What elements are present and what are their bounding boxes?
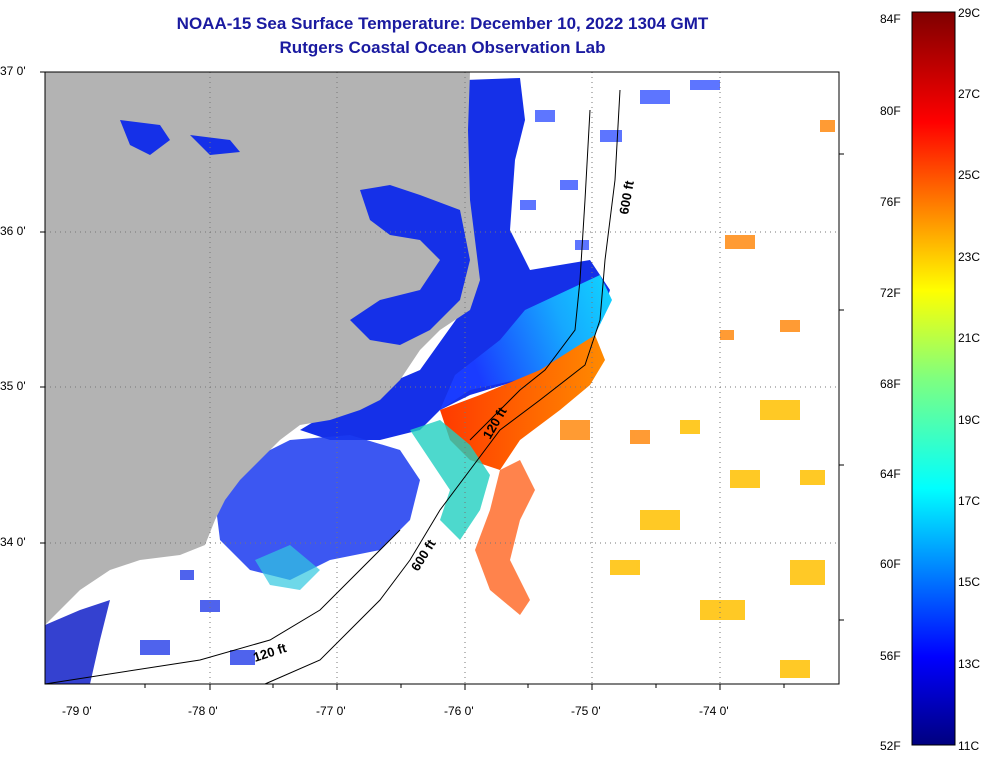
colorbar-c-15: 15C	[958, 575, 981, 589]
colorbar-c-17: 17C	[958, 494, 981, 508]
colorbar-c-27: 27C	[958, 87, 981, 101]
southwest-cold-water	[45, 600, 110, 684]
southern-cold-patches	[215, 435, 420, 580]
lat-label-36: 36 0'	[0, 224, 26, 238]
lon-label-75: -75 0'	[571, 704, 601, 718]
colorbar-c-29: 29C	[958, 6, 981, 20]
colorbar-f-80: 80F	[880, 104, 901, 118]
offshore-warm-speckles	[610, 400, 825, 678]
isobath-contours	[44, 89, 621, 685]
lon-label-76: -76 0'	[444, 704, 474, 718]
colorbar-c-23: 23C	[958, 250, 981, 264]
map-border	[44, 71, 840, 685]
colorbar-c-13: 13C	[958, 657, 981, 671]
inlet-small	[190, 135, 240, 155]
colorbar-f-64: 64F	[880, 467, 901, 481]
colorbar-f-68: 68F	[880, 377, 901, 391]
colorbar-c-21: 21C	[958, 331, 981, 345]
lon-label-74: -74 0'	[699, 704, 729, 718]
pamlico-sound	[350, 185, 470, 345]
frontal-band	[410, 420, 490, 540]
page-title: NOAA-15 Sea Surface Temperature: Decembe…	[176, 14, 709, 33]
colorbar-f-72: 72F	[880, 286, 901, 300]
lat-label-35: 35 0'	[0, 379, 26, 393]
lat-lon-grid	[45, 72, 839, 684]
offshore-orange-speckles	[560, 120, 835, 444]
colorbar	[911, 11, 956, 746]
albemarle-sound	[120, 120, 170, 155]
shelf-water	[440, 275, 612, 410]
lon-label-77: -77 0'	[316, 704, 346, 718]
page-subtitle: Rutgers Coastal Ocean Observation Lab	[279, 38, 606, 57]
southwest-speckles	[140, 570, 255, 665]
colorbar-f-84: 84F	[880, 12, 901, 26]
colorbar-c-25: 25C	[958, 168, 981, 182]
lat-label-34: 34 0'	[0, 535, 26, 549]
gulf-stream-warm	[440, 335, 605, 470]
colorbar-f-52: 52F	[880, 739, 901, 753]
lat-label-37: 37 0'	[0, 64, 26, 78]
lon-label-79: -79 0'	[62, 704, 92, 718]
colorbar-f-60: 60F	[880, 557, 901, 571]
lon-label-78: -78 0'	[188, 704, 218, 718]
colorbar-c-11: 11C	[958, 739, 980, 753]
colorbar-c-19: 19C	[958, 413, 981, 427]
gulf-stream-south	[475, 460, 535, 615]
axis-ticks	[40, 71, 844, 690]
isobath-label-600-north: 600 ft	[616, 179, 637, 216]
southern-cyan-patches	[255, 545, 320, 590]
colorbar-f-76: 76F	[880, 195, 901, 209]
colorbar-f-56: 56F	[880, 649, 901, 663]
